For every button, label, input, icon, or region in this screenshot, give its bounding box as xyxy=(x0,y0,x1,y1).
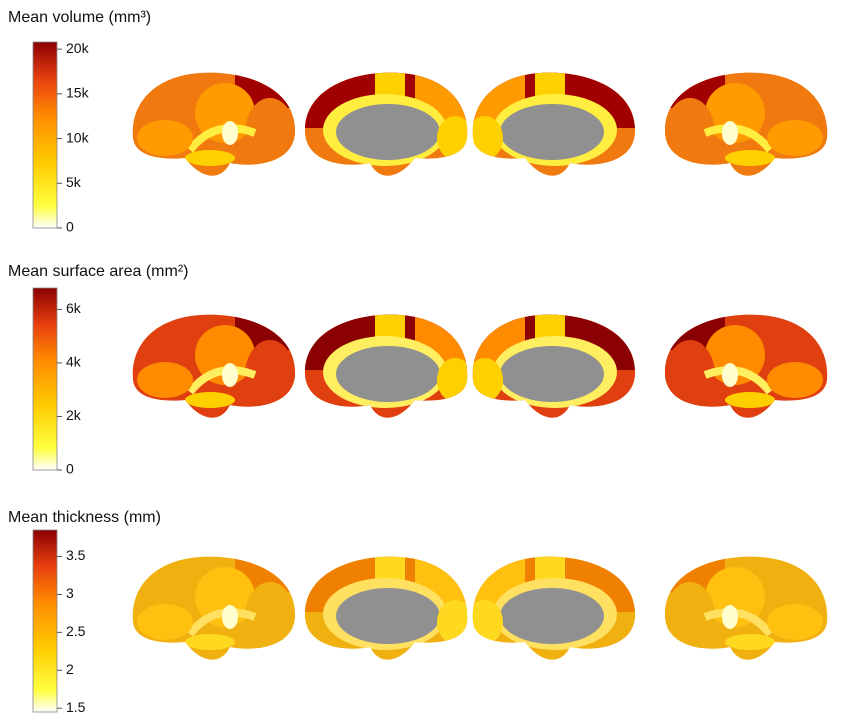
panel-title: Mean surface area (mm²) xyxy=(8,263,189,280)
region xyxy=(185,392,235,408)
sulcus xyxy=(703,366,774,395)
region xyxy=(245,340,295,410)
sulcus xyxy=(186,608,257,637)
region xyxy=(137,120,193,156)
region xyxy=(245,582,295,652)
brain-regions xyxy=(664,556,823,652)
brain-regions xyxy=(472,314,636,408)
region xyxy=(437,600,468,644)
brain-view xyxy=(472,314,636,418)
region xyxy=(665,340,715,410)
region xyxy=(472,600,503,644)
region xyxy=(722,121,738,145)
region xyxy=(665,98,715,168)
brain-view xyxy=(304,314,468,418)
region xyxy=(722,363,738,387)
region xyxy=(137,362,193,398)
brain-regions xyxy=(137,556,296,652)
colorbar-tick-label: 6k xyxy=(66,300,82,316)
medial-wall xyxy=(336,104,440,160)
brain-view xyxy=(304,556,468,660)
region xyxy=(222,121,238,145)
colorbar-tick-label: 20k xyxy=(66,40,90,56)
brain-view xyxy=(664,314,828,418)
sulcus xyxy=(703,608,774,637)
region xyxy=(222,363,238,387)
brain-view xyxy=(472,72,636,176)
sulcus xyxy=(186,366,257,395)
medial-wall xyxy=(500,588,604,644)
panel-title: Mean volume (mm³) xyxy=(8,9,151,26)
colorbar-tick-label: 0 xyxy=(66,461,74,477)
brain-regions xyxy=(664,72,823,168)
region xyxy=(472,358,503,402)
region xyxy=(245,98,295,168)
brain-regions xyxy=(664,314,823,410)
region xyxy=(767,604,823,640)
region xyxy=(665,582,715,652)
region xyxy=(725,392,775,408)
panel-title: Mean thickness (mm) xyxy=(8,509,161,526)
colorbar-tick-label: 3.5 xyxy=(66,547,86,563)
brain-view xyxy=(304,72,468,176)
brain-regions xyxy=(137,72,296,168)
colorbar-tick-label: 2k xyxy=(66,407,82,423)
medial-wall xyxy=(336,588,440,644)
colorbar xyxy=(32,287,58,471)
brain-view xyxy=(132,556,296,660)
region xyxy=(767,120,823,156)
colorbar-tick-label: 15k xyxy=(66,85,90,101)
region xyxy=(725,634,775,650)
colorbar-tick-label: 1.5 xyxy=(66,699,86,715)
region xyxy=(185,150,235,166)
region xyxy=(725,150,775,166)
brain-view xyxy=(472,556,636,660)
colorbar-tick-label: 2.5 xyxy=(66,623,86,639)
colorbar-tick-label: 2 xyxy=(66,661,74,677)
colorbar xyxy=(32,529,58,713)
brain-view xyxy=(132,72,296,176)
colorbar-tick-label: 10k xyxy=(66,129,90,145)
sulcus xyxy=(703,124,774,153)
region xyxy=(437,358,468,402)
region xyxy=(767,362,823,398)
region xyxy=(437,116,468,160)
colorbar xyxy=(32,41,58,229)
colorbar-tick-label: 5k xyxy=(66,174,82,190)
medial-wall xyxy=(500,104,604,160)
brain-view xyxy=(664,72,828,176)
colorbar-tick-label: 3 xyxy=(66,585,74,601)
colorbar-tick-label: 4k xyxy=(66,354,82,370)
medial-wall xyxy=(500,346,604,402)
region xyxy=(722,605,738,629)
region xyxy=(222,605,238,629)
region xyxy=(185,634,235,650)
medial-wall xyxy=(336,346,440,402)
brain-view xyxy=(664,556,828,660)
colorbar-tick-label: 0 xyxy=(66,219,74,235)
sulcus xyxy=(186,124,257,153)
region xyxy=(472,116,503,160)
region xyxy=(137,604,193,640)
brain-view xyxy=(132,314,296,418)
